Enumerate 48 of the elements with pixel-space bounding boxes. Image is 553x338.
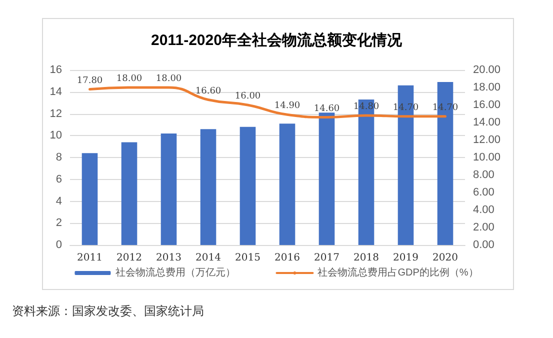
y2-tick-label: 0.00 — [473, 239, 494, 251]
x-tick-label: 2017 — [314, 252, 340, 264]
y-tick-label: 16 — [50, 64, 62, 76]
legend-label: 社会物流总费用占GDP的比例（%） — [318, 266, 478, 278]
x-tick-label: 2016 — [274, 252, 300, 264]
legend-label: 社会物流总费用（万亿元） — [116, 266, 236, 278]
x-tick-label: 2020 — [432, 252, 458, 264]
data-label: 14.60 — [314, 104, 340, 114]
y2-tick-label: 6.00 — [473, 186, 494, 198]
chart-title: 2011-2020年全社会物流总额变化情况 — [151, 31, 403, 49]
x-tick-label: 2015 — [235, 252, 260, 264]
bar — [121, 142, 138, 245]
y2-tick-label: 16.00 — [473, 99, 501, 111]
y2-tick-label: 4.00 — [473, 204, 494, 216]
bar — [82, 153, 98, 245]
y-tick-label: 0 — [56, 239, 62, 251]
bar — [318, 112, 335, 245]
x-tick-label: 2018 — [354, 252, 379, 264]
y2-tick-label: 8.00 — [473, 169, 494, 181]
y2-tick-label: 2.00 — [473, 222, 494, 234]
bar — [279, 124, 296, 245]
bar — [160, 133, 177, 245]
y2-tick-label: 10.00 — [473, 152, 501, 164]
data-label: 18.00 — [116, 74, 142, 84]
data-label: 18.00 — [156, 74, 182, 84]
x-tick-label: 2019 — [393, 252, 418, 264]
y-tick-label: 12 — [50, 108, 62, 120]
x-tick-label: 2012 — [116, 252, 142, 264]
data-label: 16.60 — [195, 86, 222, 96]
y2-tick-label: 20.00 — [473, 64, 501, 76]
y2-tick-label: 12.00 — [473, 134, 501, 146]
text: 资料来源：国家发改委、国家统计局 — [12, 303, 204, 320]
y-tick-label: 6 — [56, 173, 62, 186]
y-tick-label: 14 — [50, 86, 62, 98]
y-tick-label: 10 — [50, 130, 62, 142]
y-tick-label: 2 — [56, 217, 62, 230]
bar — [200, 129, 216, 245]
data-label: 16.00 — [234, 92, 261, 102]
data-label: 14.90 — [274, 101, 300, 112]
x-tick-label: 2013 — [156, 252, 182, 264]
y-tick-label: 8 — [56, 152, 62, 164]
x-tick-label: 2011 — [77, 252, 102, 264]
x-tick-label: 2014 — [196, 252, 221, 264]
y2-tick-label: 14.00 — [473, 116, 501, 128]
y-tick-label: 4 — [56, 195, 62, 208]
data-label: 17.80 — [76, 76, 103, 86]
bar — [240, 126, 256, 245]
y2-tick-label: 18.00 — [473, 82, 501, 94]
